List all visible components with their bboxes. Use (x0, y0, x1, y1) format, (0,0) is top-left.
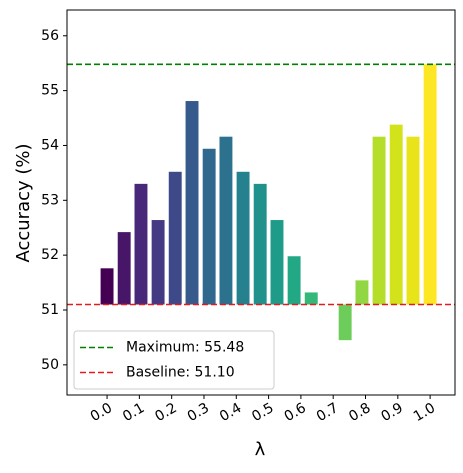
bar (185, 101, 199, 305)
bar (389, 124, 403, 305)
bar (372, 136, 386, 305)
x-tick-label: 0.2 (152, 400, 179, 425)
bar (100, 268, 114, 305)
plot-frame (66, 9, 456, 396)
y-tick-label: 53 (41, 192, 59, 208)
x-tick-label: 0.0 (88, 400, 115, 425)
y-tick-label: 52 (41, 247, 59, 263)
y-tick-label: 50 (41, 357, 59, 373)
bar (253, 183, 267, 305)
bar (151, 220, 165, 305)
y-tick-label: 51 (41, 302, 59, 318)
bar (236, 171, 250, 305)
y-tick-label: 54 (41, 137, 59, 153)
legend-label: Maximum: 55.48 (126, 340, 244, 356)
y-tick-label: 55 (41, 83, 59, 99)
y-tick-label: 56 (41, 28, 59, 44)
x-tick-label: 0.7 (314, 400, 341, 425)
bar (202, 148, 216, 305)
legend-box (73, 330, 275, 390)
bar (270, 220, 284, 305)
x-tick-label: 0.6 (282, 400, 309, 425)
x-tick-label: 0.9 (379, 400, 406, 425)
x-tick-label: 0.3 (185, 400, 212, 425)
bar (134, 183, 148, 305)
bar (219, 136, 233, 305)
x-tick-label: 0.4 (217, 400, 244, 425)
legend-label: Baseline: 51.10 (126, 365, 235, 381)
bar (406, 136, 420, 305)
bar (168, 171, 182, 305)
bar (338, 304, 352, 341)
x-tick-label: 0.8 (346, 400, 373, 425)
x-axis-label: λ (255, 439, 266, 460)
bar (287, 256, 301, 305)
bar (117, 232, 131, 305)
x-tick-label: 1.0 (411, 400, 438, 425)
bar (423, 64, 437, 305)
y-axis-label: Accuracy (%) (13, 143, 34, 262)
x-tick-label: 0.1 (120, 400, 147, 425)
bar (355, 280, 369, 305)
bar (304, 292, 318, 305)
x-tick-label: 0.5 (249, 400, 276, 425)
